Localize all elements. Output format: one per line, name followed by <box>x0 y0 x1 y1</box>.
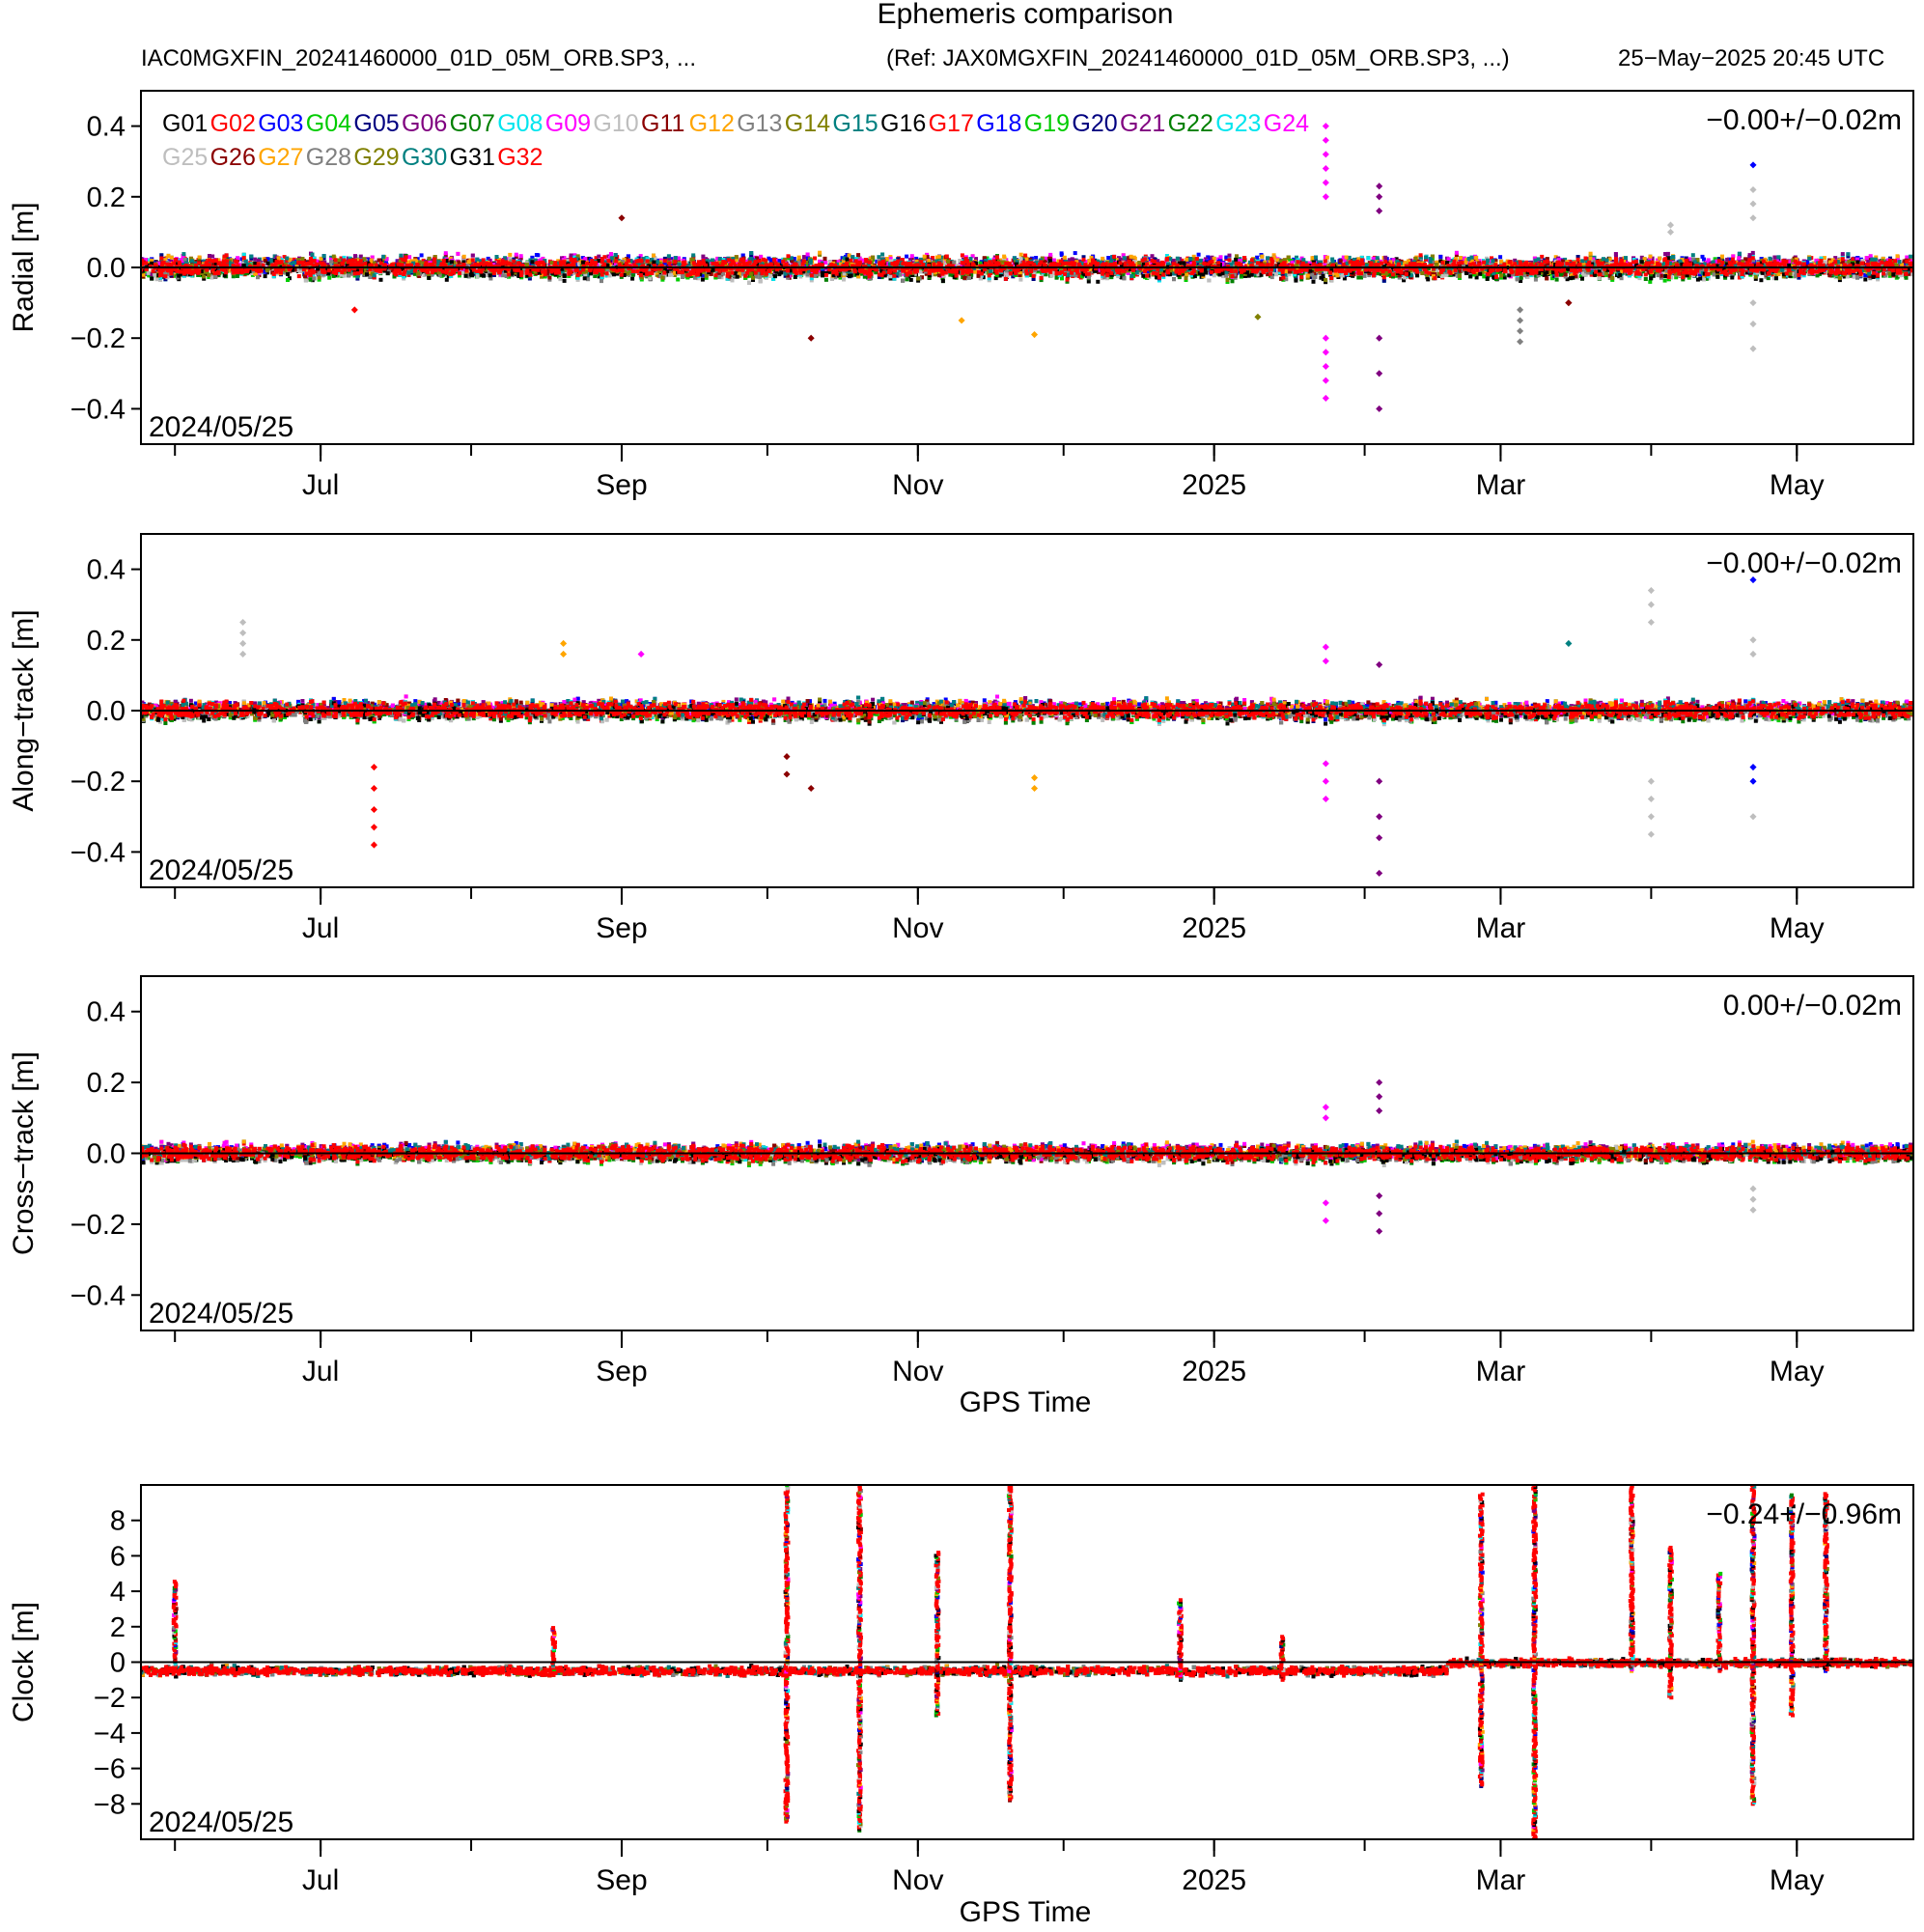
point <box>1540 255 1544 259</box>
point <box>630 277 634 281</box>
point <box>909 278 913 282</box>
point <box>445 278 449 282</box>
point <box>420 253 424 257</box>
point <box>1663 279 1667 283</box>
point <box>1701 255 1705 259</box>
point <box>597 255 600 259</box>
point <box>297 274 301 278</box>
point <box>676 278 680 282</box>
point <box>961 253 964 257</box>
point <box>1648 280 1652 284</box>
point <box>253 258 257 262</box>
point <box>1074 251 1077 255</box>
timestamp: 25−May−2025 20:45 UTC <box>1618 45 1884 71</box>
point <box>1019 253 1023 257</box>
subtitle-left: IAC0MGXFIN_20241460000_01D_05M_ORB.SP3, … <box>141 45 696 71</box>
point <box>1197 253 1201 257</box>
point <box>563 279 567 283</box>
chart-title: Ephemeris comparison <box>878 0 1174 30</box>
point <box>536 253 540 257</box>
point <box>462 255 466 259</box>
point <box>1096 280 1100 284</box>
point <box>508 253 512 257</box>
point <box>1325 256 1329 260</box>
point <box>1759 278 1763 282</box>
subtitle-ref: (Ref: JAX0MGXFIN_20241460000_01D_05M_ORB… <box>886 45 1510 71</box>
point <box>905 255 908 259</box>
point <box>286 278 290 282</box>
point <box>379 278 383 282</box>
point <box>327 276 331 280</box>
point <box>1498 255 1502 259</box>
